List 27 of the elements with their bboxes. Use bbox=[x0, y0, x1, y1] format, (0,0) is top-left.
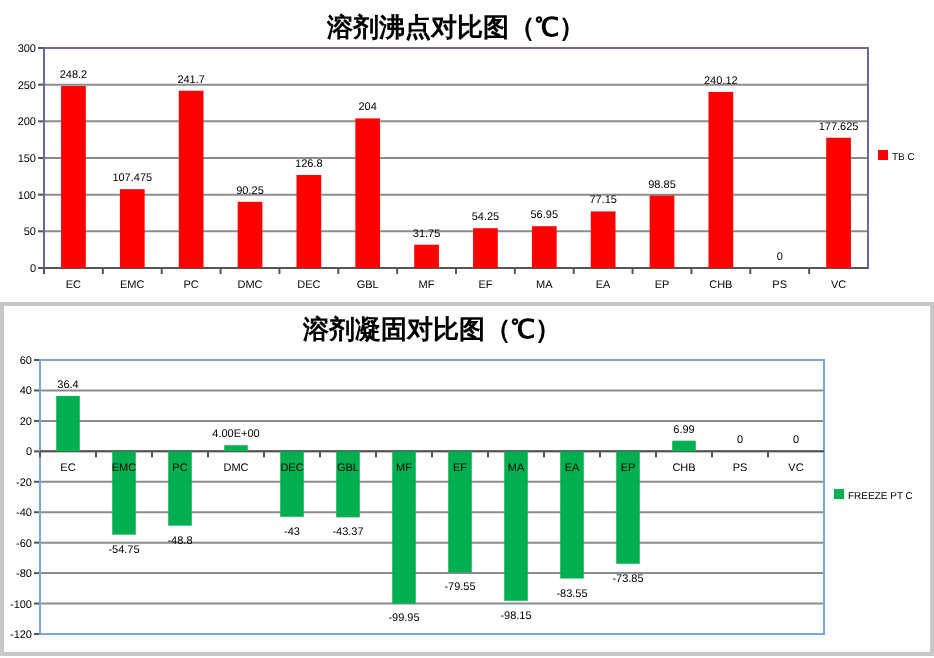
bar bbox=[616, 451, 640, 564]
bar bbox=[168, 451, 192, 526]
bar bbox=[56, 395, 80, 452]
bar bbox=[355, 118, 381, 268]
bar bbox=[119, 189, 145, 268]
bar bbox=[296, 175, 322, 268]
bar bbox=[224, 445, 248, 452]
bar bbox=[672, 440, 696, 452]
bar bbox=[590, 211, 616, 268]
bar bbox=[336, 451, 360, 518]
bar bbox=[112, 451, 136, 535]
bar bbox=[448, 451, 472, 573]
bar bbox=[237, 201, 263, 268]
bar bbox=[560, 451, 584, 579]
bar bbox=[414, 244, 439, 268]
chart-title: 溶剂凝固对比图（℃） bbox=[301, 314, 561, 344]
bar bbox=[280, 451, 304, 517]
bar bbox=[473, 228, 498, 268]
bar bbox=[392, 451, 416, 604]
bar bbox=[708, 91, 734, 268]
chart-title: 溶剂沸点对比图（℃） bbox=[325, 12, 585, 42]
bar bbox=[504, 451, 528, 601]
bar bbox=[531, 226, 557, 268]
bar bbox=[178, 90, 204, 268]
bar bbox=[826, 137, 851, 268]
bar bbox=[649, 195, 675, 268]
bar bbox=[61, 85, 86, 268]
